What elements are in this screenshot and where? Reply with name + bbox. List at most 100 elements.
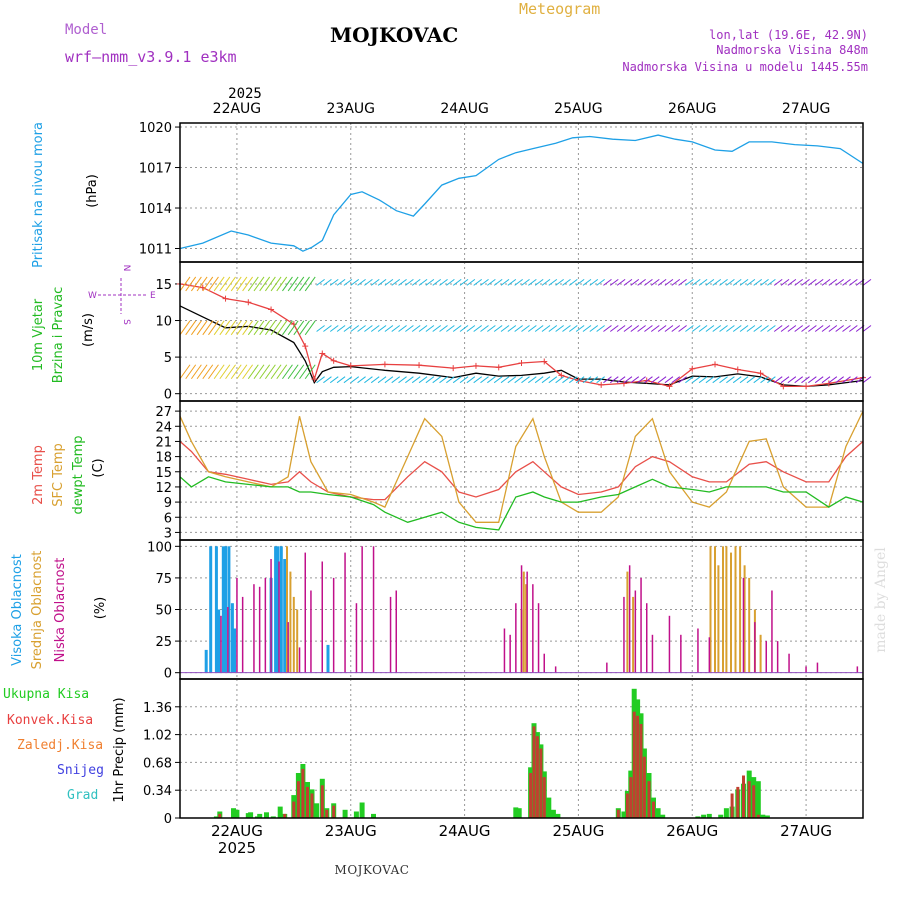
bar-niska-oblacnost [278, 561, 280, 673]
bottom-day-label: 26AUG [666, 822, 718, 840]
wind-barb [350, 325, 360, 332]
bar-konvek-kisa [539, 748, 543, 818]
wind-barb [616, 376, 626, 384]
gust-marker [222, 295, 229, 302]
wind-barb [253, 364, 265, 380]
bar-ukupna-kisa [270, 816, 276, 818]
bar-niska-oblacnost [310, 590, 312, 673]
wind-barb [364, 376, 373, 384]
bar-ukupna-kisa [755, 781, 761, 818]
bar-srednja-oblacnost [525, 584, 528, 673]
wind-barb [196, 364, 208, 380]
bar-niska-oblacnost [395, 590, 397, 673]
bar-niska-oblacnost [361, 546, 363, 673]
wind-barb [712, 279, 722, 286]
wind-barb [270, 276, 282, 292]
bar-niska-oblacnost [554, 666, 557, 673]
bar-konvek-kisa [636, 715, 640, 818]
bar-niska-oblacnost [606, 662, 608, 673]
wind-barb [466, 279, 476, 286]
wind-barb [514, 376, 523, 384]
wind-barb [739, 376, 749, 384]
ytick-label: 1014 [139, 202, 172, 217]
wind-barb [304, 364, 316, 380]
wind-barb [264, 364, 276, 380]
bar-visoka-oblacnost [230, 603, 234, 673]
wind-barb [507, 279, 517, 286]
bar-srednja-oblacnost [709, 546, 712, 673]
ytick-label: 24 [155, 420, 172, 435]
wind-barb [630, 325, 640, 332]
wind-barb [391, 279, 401, 286]
wind-barb [760, 325, 769, 332]
footer-station: MOJKOVAC [335, 863, 410, 877]
ytick-label: 50 [155, 604, 172, 619]
wind-barb [794, 325, 804, 332]
wind-barb [287, 320, 299, 336]
bar-konvek-kisa [730, 793, 734, 818]
wind-barb [528, 376, 537, 384]
bar-srednja-oblacnost [730, 552, 732, 673]
wind-barb [196, 276, 208, 292]
bottom-day-label: 27AUG [780, 822, 832, 840]
wind-barb [541, 376, 551, 384]
wind-barb [664, 325, 674, 332]
wind-barb [808, 325, 817, 332]
wind-barb [596, 376, 605, 384]
gust-marker [541, 358, 548, 365]
bar-ukupna-kisa [718, 814, 724, 818]
wind-barb [487, 325, 496, 332]
bar-niska-oblacnost [771, 590, 773, 673]
wind-barb [236, 276, 248, 292]
series-line-brzina [179, 305, 864, 388]
wind-barb [398, 279, 407, 286]
wind-compass: N S W E [88, 265, 156, 326]
wind-barb [521, 279, 530, 286]
wind-barb [190, 276, 202, 292]
wind-barb [801, 325, 810, 332]
wind-barb [650, 325, 660, 332]
bar-srednja-oblacnost [626, 571, 629, 673]
wind-barb [726, 325, 735, 332]
wind-barb [299, 276, 310, 292]
bar-ukupna-kisa [660, 814, 666, 818]
ytick-label: 0 [164, 812, 172, 827]
wind-barb [541, 279, 551, 286]
wind-barb [637, 376, 646, 384]
series-line-sfc-temp [179, 410, 864, 523]
gust-marker [780, 383, 787, 390]
bar-konvek-kisa [332, 805, 336, 818]
wind-barb [862, 279, 872, 286]
wind-barb [219, 364, 231, 380]
bar-niska-oblacnost [332, 577, 335, 673]
wind-barb [753, 279, 763, 286]
bar-niska-oblacnost [355, 603, 358, 673]
bar-niska-oblacnost [634, 590, 637, 673]
wind-barb [534, 325, 544, 332]
bar-niska-oblacnost [344, 552, 346, 673]
wind-barb [609, 279, 619, 286]
wind-barb [746, 279, 756, 286]
wind-barb [213, 276, 225, 292]
wind-barb [391, 325, 401, 332]
bar-niska-oblacnost [258, 586, 261, 673]
wind-barb [521, 376, 530, 384]
ytick-label: 0.34 [143, 784, 172, 799]
wind-barb [767, 376, 776, 384]
wind-barb [411, 279, 421, 286]
bar-niska-oblacnost [509, 634, 511, 673]
gust-marker [416, 362, 423, 369]
bar-srednja-oblacnost [632, 596, 635, 673]
wind-barb [425, 279, 435, 286]
wind-barb [487, 279, 496, 286]
wind-barb [719, 325, 728, 332]
wind-barb [664, 376, 674, 384]
wind-barb [405, 376, 414, 384]
top-day-label: 26AUG [668, 101, 717, 117]
bar-visoka-oblacnost [279, 546, 283, 673]
wind-barb [835, 376, 844, 384]
bar-ukupna-kisa [353, 811, 359, 818]
ytick-label: 25 [155, 635, 172, 650]
bottom-year-label: 2025 [218, 839, 256, 857]
